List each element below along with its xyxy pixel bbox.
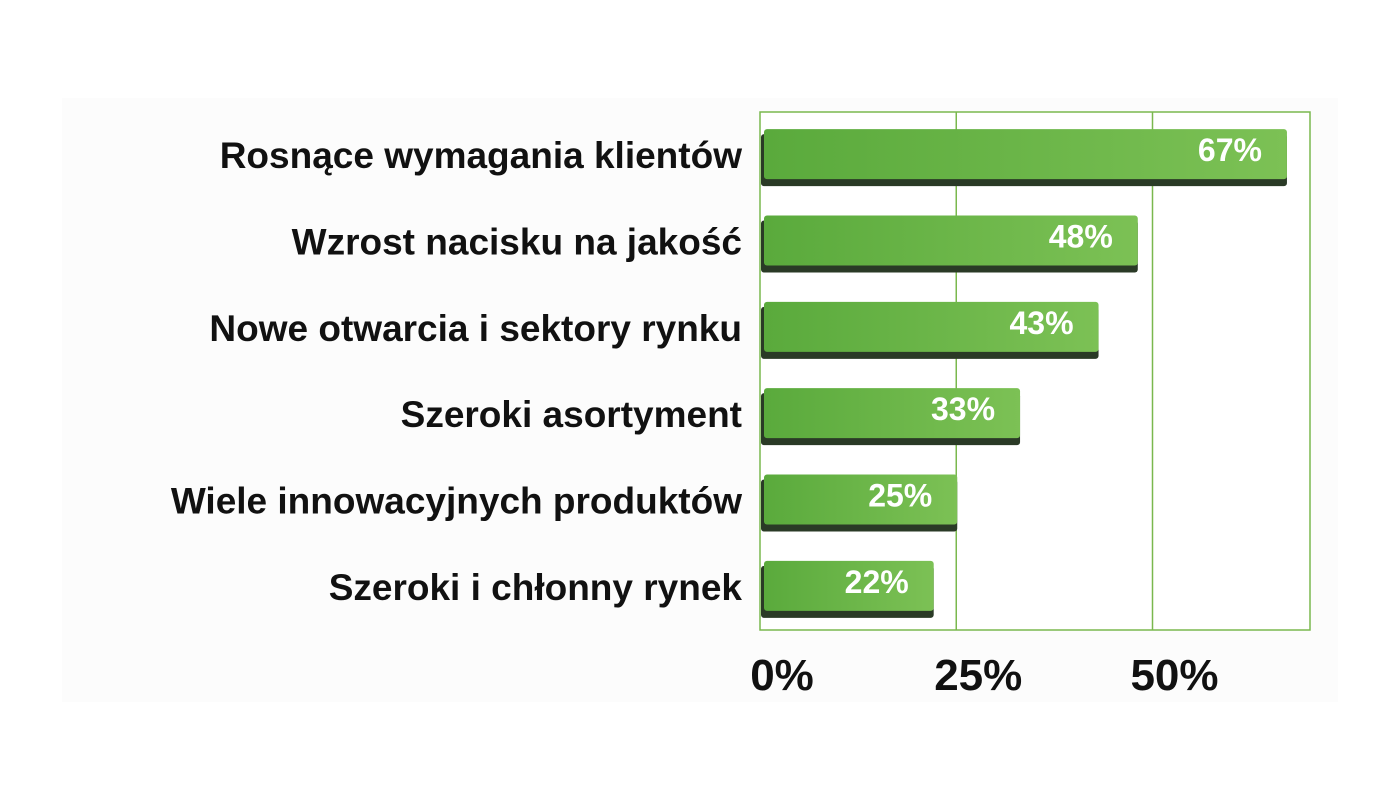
category-label: Nowe otwarcia i sektory rynku [209,308,742,349]
bar [764,560,934,611]
bar-value-label: 43% [1010,305,1074,341]
bar [764,129,1287,180]
x-axis-ticks: 0% 25% 50% [750,651,1218,700]
bar [764,388,1021,439]
bar [764,474,958,525]
bar-series [761,129,1287,618]
x-tick-label: 50% [1130,651,1218,700]
category-label: Rosnące wymagania klientów [220,135,743,176]
category-label: Szeroki i chłonny rynek [329,567,743,608]
bar [764,215,1138,266]
bar-value-label: 33% [931,391,995,427]
category-label: Wzrost nacisku na jakość [292,222,742,263]
bar-value-label: 25% [868,478,932,514]
grid-lines [955,112,1154,630]
bar-value-label: 48% [1049,219,1113,255]
value-labels: 67% 48% 43% 33% 25% 22% [845,132,1262,600]
bar-value-label: 22% [845,564,909,600]
x-tick-label: 25% [934,651,1022,700]
category-label: Szeroki asortyment [401,394,742,435]
bar [764,301,1099,352]
bar-value-label: 67% [1198,132,1262,168]
category-label: Wiele innowacyjnych produktów [171,481,742,522]
category-labels: Rosnące wymagania klientów Wzrost nacisku… [171,135,743,608]
plot-area [759,111,1311,631]
x-tick-label: 0% [750,651,814,700]
